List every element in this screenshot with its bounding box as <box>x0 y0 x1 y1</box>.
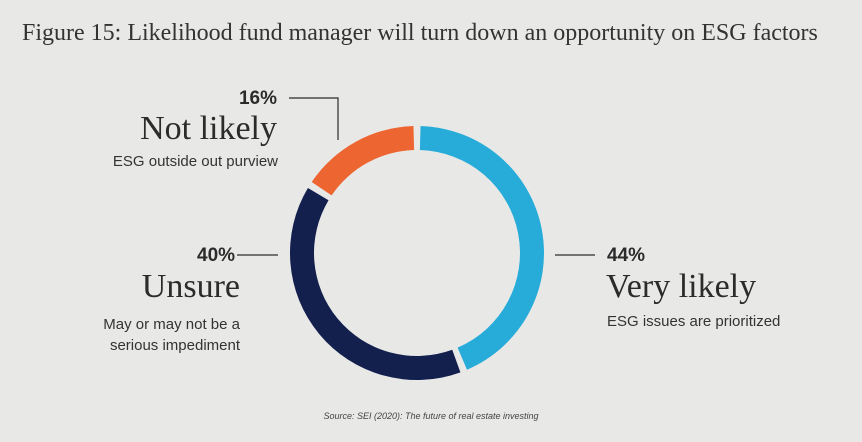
desc-unsure-line2: serious impediment <box>109 337 240 354</box>
chart-title: Figure 15: Likelihood fund manager will … <box>22 20 818 46</box>
slice-unsure <box>290 187 461 381</box>
pct-not-likely: 16% <box>238 88 277 109</box>
category-not-likely: Not likely <box>140 110 277 147</box>
desc-unsure: May or may not be a serious impediment <box>103 314 240 356</box>
desc-very-likely: ESG issues are prioritized <box>607 313 781 330</box>
desc-not-likely: ESG outside out purview <box>112 153 278 170</box>
leader-line-not-likely <box>289 97 339 140</box>
donut-slices <box>290 126 544 381</box>
category-very-likely: Very likely <box>606 268 757 305</box>
source-note: Source: SEI (2020): The future of real e… <box>323 411 539 421</box>
pct-unsure: 40% <box>197 245 236 266</box>
pct-very-likely: 44% <box>607 245 646 266</box>
slice-not-likely <box>311 126 415 196</box>
category-unsure: Unsure <box>141 268 240 305</box>
desc-unsure-line1: May or may not be a <box>103 316 240 333</box>
slice-very-likely <box>419 126 544 370</box>
